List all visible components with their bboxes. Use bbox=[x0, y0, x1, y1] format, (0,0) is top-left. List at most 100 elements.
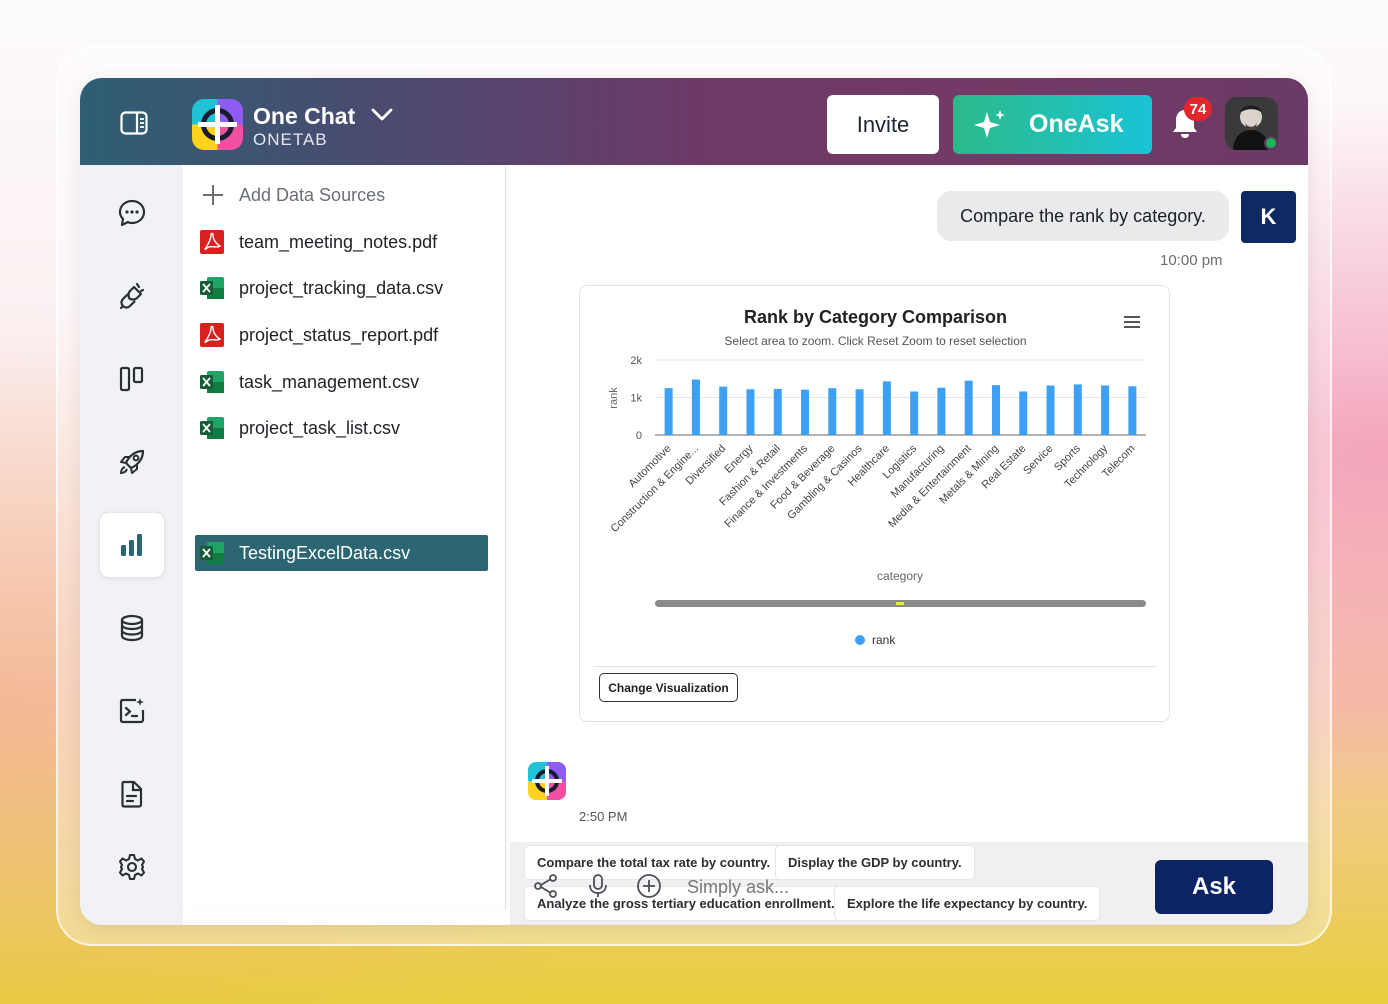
ask-button[interactable]: Ask bbox=[1155, 860, 1273, 914]
hamburger-menu-icon[interactable] bbox=[1124, 315, 1142, 329]
top-header: One Chat ONETAB Invite OneAsk 74 bbox=[80, 78, 1308, 165]
microphone-icon[interactable] bbox=[585, 873, 611, 899]
bar bbox=[1073, 384, 1082, 435]
sparkle-icon bbox=[974, 109, 1005, 138]
oneask-button[interactable]: OneAsk bbox=[953, 95, 1152, 154]
database-icon bbox=[120, 614, 144, 642]
ai-terminal-icon bbox=[119, 698, 145, 724]
user-message-time: 10:00 pm bbox=[1160, 252, 1223, 269]
data-source-item[interactable]: task_management.csv bbox=[195, 364, 488, 400]
divider bbox=[594, 666, 1157, 667]
change-visualization-button[interactable]: Change Visualization bbox=[599, 673, 738, 702]
nav-settings[interactable] bbox=[99, 834, 165, 900]
chart-scrollbar-handle bbox=[896, 602, 904, 605]
bar bbox=[937, 387, 946, 435]
file-name: task_management.csv bbox=[239, 371, 420, 392]
online-status-dot bbox=[1264, 136, 1278, 150]
app-window: One Chat ONETAB Invite OneAsk 74 bbox=[80, 78, 1308, 925]
pdf-file-icon bbox=[200, 323, 224, 347]
columns-icon bbox=[119, 366, 144, 392]
bar bbox=[1046, 385, 1055, 435]
bar bbox=[664, 388, 673, 435]
nav-board[interactable] bbox=[99, 346, 165, 412]
nav-launch[interactable] bbox=[99, 429, 165, 495]
invite-button[interactable]: Invite bbox=[827, 95, 939, 154]
plus-icon bbox=[203, 185, 223, 205]
document-icon bbox=[121, 780, 143, 808]
excel-file-icon bbox=[200, 371, 224, 393]
legend-label: rank bbox=[872, 633, 896, 647]
excel-file-icon bbox=[200, 542, 224, 564]
data-source-item[interactable]: project_tracking_data.csv bbox=[195, 270, 488, 306]
file-name: project_status_report.pdf bbox=[239, 324, 439, 345]
bar bbox=[910, 391, 919, 435]
data-source-item[interactable]: project_task_list.csv bbox=[195, 410, 488, 446]
chart-card: 0 1k 2k rank Automotive Construction & Engine… bbox=[579, 285, 1170, 722]
chat-bubble-icon bbox=[118, 199, 146, 227]
chevron-down-icon[interactable] bbox=[371, 108, 393, 122]
bar bbox=[855, 389, 864, 435]
excel-file-icon bbox=[200, 417, 224, 439]
bar-chart-icon bbox=[121, 534, 142, 556]
workspace-name: ONETAB bbox=[253, 130, 328, 149]
gear-icon bbox=[118, 853, 146, 881]
nav-analytics[interactable] bbox=[99, 512, 165, 578]
legend-marker bbox=[855, 635, 865, 645]
app-logo bbox=[192, 99, 243, 150]
nav-plugins[interactable] bbox=[99, 263, 165, 329]
bar bbox=[719, 386, 728, 435]
data-source-item[interactable]: team_meeting_notes.pdf bbox=[195, 224, 488, 260]
add-data-sources-label: Add Data Sources bbox=[239, 184, 386, 205]
bar bbox=[991, 385, 1000, 435]
nav-ai-terminal[interactable] bbox=[99, 678, 165, 744]
bot-avatar bbox=[528, 762, 566, 800]
nav-rail bbox=[80, 165, 183, 925]
divider bbox=[510, 924, 1308, 925]
bar bbox=[1101, 385, 1110, 435]
share-icon[interactable] bbox=[533, 873, 559, 899]
bot-message-time: 2:50 PM bbox=[579, 809, 628, 824]
bar bbox=[773, 388, 782, 435]
ask-input[interactable] bbox=[687, 872, 1127, 902]
user-message: Compare the rank by category. bbox=[937, 191, 1229, 241]
y-tick-label: 1k bbox=[630, 393, 642, 405]
bar bbox=[1019, 391, 1028, 435]
data-sources-panel: Add Data Sources team_meeting_notes.pdf … bbox=[183, 165, 506, 910]
add-data-sources-button[interactable]: Add Data Sources bbox=[201, 183, 385, 207]
sidebar-toggle-icon[interactable] bbox=[120, 111, 148, 135]
chart-title: Rank by Category Comparison bbox=[743, 307, 1008, 327]
bar bbox=[801, 389, 810, 435]
notification-badge: 74 bbox=[1184, 97, 1212, 121]
bar bbox=[746, 389, 755, 435]
bar bbox=[882, 381, 891, 435]
oneask-label: OneAsk bbox=[1029, 110, 1124, 138]
app-name[interactable]: One Chat bbox=[253, 103, 356, 129]
bar bbox=[691, 379, 700, 435]
chart-subtitle: Select area to zoom. Click Reset Zoom to… bbox=[724, 334, 1027, 348]
y-tick-label: 0 bbox=[636, 430, 642, 442]
bar bbox=[828, 388, 837, 435]
file-name: TestingExcelData.csv bbox=[239, 542, 411, 563]
excel-file-icon bbox=[200, 277, 224, 299]
pdf-file-icon bbox=[200, 230, 224, 254]
x-axis-label: category bbox=[877, 569, 923, 583]
nav-chat[interactable] bbox=[99, 180, 165, 246]
user-avatar[interactable]: K bbox=[1241, 191, 1296, 243]
file-name: project_tracking_data.csv bbox=[239, 277, 444, 298]
file-name: team_meeting_notes.pdf bbox=[239, 231, 438, 252]
y-axis-label: rank bbox=[608, 387, 620, 409]
plug-icon bbox=[119, 282, 145, 310]
bar bbox=[964, 380, 973, 435]
data-source-item-selected[interactable]: TestingExcelData.csv bbox=[195, 535, 488, 571]
x-tick-label: Service bbox=[1021, 443, 1055, 477]
nav-documents[interactable] bbox=[99, 761, 165, 827]
rocket-icon bbox=[119, 449, 145, 475]
chat-area: Compare the rank by category. K 10:00 pm… bbox=[510, 165, 1308, 925]
bar bbox=[1128, 386, 1137, 435]
add-circle-icon[interactable] bbox=[636, 873, 662, 899]
nav-database[interactable] bbox=[99, 595, 165, 661]
y-tick-label: 2k bbox=[630, 355, 642, 367]
data-source-item[interactable]: project_status_report.pdf bbox=[195, 317, 488, 353]
file-name: project_task_list.csv bbox=[239, 417, 401, 438]
